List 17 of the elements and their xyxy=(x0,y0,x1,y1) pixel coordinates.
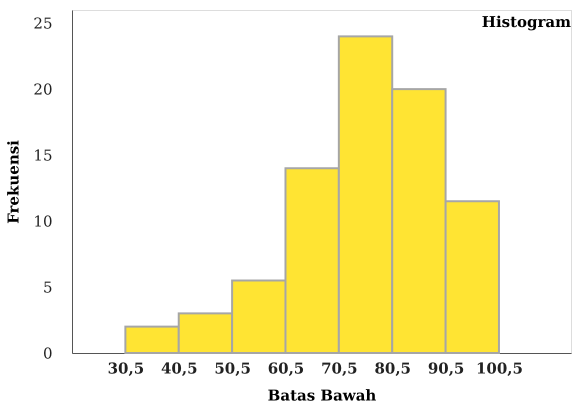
y-axis-title: Frekuensi xyxy=(4,140,22,224)
x-tick-label: 90,5 xyxy=(428,360,464,378)
y-tick-label: 5 xyxy=(42,278,52,297)
x-tick-label: 70,5 xyxy=(321,360,358,378)
x-tick-label: 60,5 xyxy=(268,360,304,378)
x-tick-label: 40,5 xyxy=(160,360,198,378)
x-tick-label: 30,5 xyxy=(108,360,144,378)
y-tick-label: 20 xyxy=(33,80,52,99)
x-tick-label: 100,5 xyxy=(476,360,523,378)
x-tick-label: 50,5 xyxy=(214,360,251,378)
x-axis-title: Batas Bawah xyxy=(268,386,376,404)
y-tick-label: 25 xyxy=(33,14,52,33)
y-tick-label: 15 xyxy=(33,146,52,165)
y-tick-label: 10 xyxy=(33,212,52,231)
y-tick-label: 0 xyxy=(42,344,52,362)
x-tick-label: 80,5 xyxy=(374,360,411,378)
chart-title: Histogram xyxy=(482,13,572,31)
